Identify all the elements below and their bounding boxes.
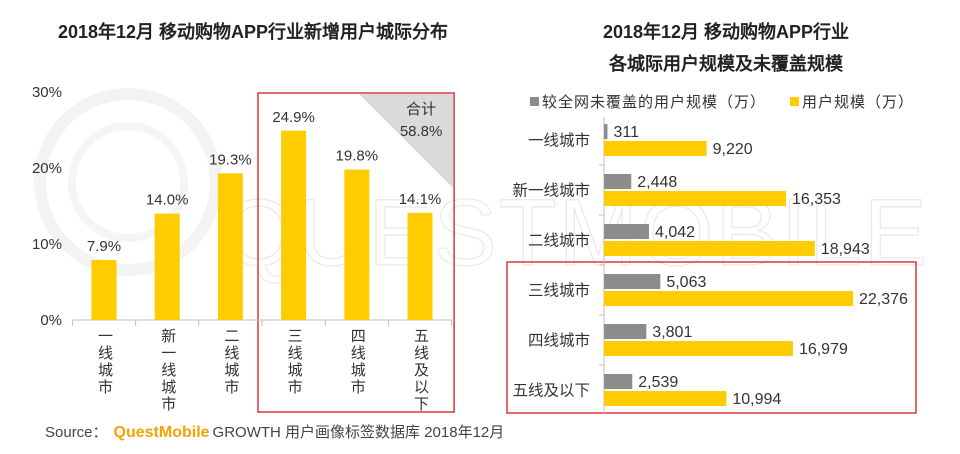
category-label: 四线城市 <box>528 332 590 350</box>
value-label: 10,994 <box>732 391 781 408</box>
value-label: 311 <box>613 124 639 141</box>
legend-swatch <box>790 97 799 106</box>
category-label: 新一线城市 <box>512 182 590 200</box>
source-line: Source： QuestMobile GROWTH 用户画像标签数据库 2018年… <box>45 423 504 443</box>
source-brand: QuestMobile <box>113 424 210 441</box>
bar <box>344 169 370 320</box>
uncovered-users-bar <box>604 324 647 339</box>
right-chart-title-line-1: 2018年12月 移动购物APP行业 <box>602 22 850 42</box>
bar <box>281 130 307 320</box>
bar <box>217 173 243 320</box>
value-label: 7.9% <box>87 238 121 255</box>
category-label: 一线城市 <box>528 132 590 150</box>
value-label: 9,220 <box>713 141 753 158</box>
uncovered-users-bar <box>604 374 633 389</box>
watermark: QUESTMOBILE <box>34 88 928 287</box>
value-label: 14.0% <box>146 192 189 209</box>
value-label: 19.3% <box>209 151 252 168</box>
uncovered-users-bar <box>604 174 632 189</box>
right-chart: 较全网未覆盖的用户规模（万） 用户规模（万） 一线城市新一线城市二线城市三线城市四线… <box>506 93 917 414</box>
total-corner-triangle <box>359 94 454 188</box>
highlight-box <box>257 92 455 413</box>
category-label: 新一线城市 <box>159 328 177 413</box>
user-scale-bar <box>604 191 786 206</box>
value-label: 14.1% <box>399 191 442 208</box>
watermark-logo-icon <box>34 88 222 276</box>
y-tick-label: 0% <box>40 312 62 329</box>
bar <box>154 213 180 320</box>
user-scale-bar <box>604 341 793 356</box>
category-label: 三线城市 <box>528 282 590 300</box>
left-chart: 合计 58.8% 0% 10% 20% 30% 7.9% 14.0% 19.3% 24.9% 19.… <box>32 84 455 413</box>
watermark-text: QUESTMOBILE <box>222 180 927 286</box>
category-label: 五线及以下 <box>512 382 590 400</box>
category-label: 四线城市 <box>348 328 366 396</box>
legend-label: 较全网未覆盖的用户规模（万） <box>542 93 766 111</box>
value-label: 3,801 <box>652 324 692 341</box>
value-label: 16,353 <box>792 191 841 208</box>
category-label: 五线及以下 <box>412 328 429 413</box>
bar <box>91 259 117 320</box>
category-label: 二线城市 <box>222 328 240 396</box>
user-scale-bar <box>604 141 707 156</box>
source-prefix: Source： <box>45 424 108 441</box>
uncovered-users-bar <box>604 224 649 239</box>
total-value: 58.8% <box>400 123 443 140</box>
value-label: 2,448 <box>637 174 677 191</box>
value-label: 19.8% <box>336 148 379 165</box>
legend-swatch <box>530 97 539 106</box>
highlight-box <box>506 261 917 414</box>
left-chart-title: 2018年12月 移动购物APP行业新增用户城际分布 <box>57 22 449 42</box>
value-label: 5,063 <box>666 274 706 291</box>
category-label: 一线城市 <box>96 328 113 396</box>
category-label: 三线城市 <box>285 328 303 396</box>
uncovered-users-bar <box>604 274 661 289</box>
bar <box>407 212 433 320</box>
total-label: 合计 <box>406 101 436 118</box>
value-label: 22,376 <box>859 291 908 308</box>
y-tick-label: 10% <box>32 236 62 253</box>
value-label: 24.9% <box>272 109 315 126</box>
user-scale-bar <box>604 291 853 306</box>
watermark-logo-inner-icon <box>68 122 188 242</box>
right-chart-title-line-2: 各城际用户规模及未覆盖规模 <box>609 54 843 74</box>
y-tick-label: 30% <box>32 84 62 101</box>
value-label: 4,042 <box>655 224 695 241</box>
source-suffix: GROWTH 用户画像标签数据库 2018年12月 <box>212 424 505 441</box>
value-label: 2,539 <box>638 374 678 391</box>
uncovered-users-bar <box>604 124 608 139</box>
y-tick-label: 20% <box>32 160 62 177</box>
category-label: 二线城市 <box>528 232 590 250</box>
user-scale-bar <box>604 391 727 406</box>
user-scale-bar <box>604 241 815 256</box>
value-label: 16,979 <box>799 341 848 358</box>
value-label: 18,943 <box>821 241 870 258</box>
legend-label: 用户规模（万） <box>802 94 914 111</box>
